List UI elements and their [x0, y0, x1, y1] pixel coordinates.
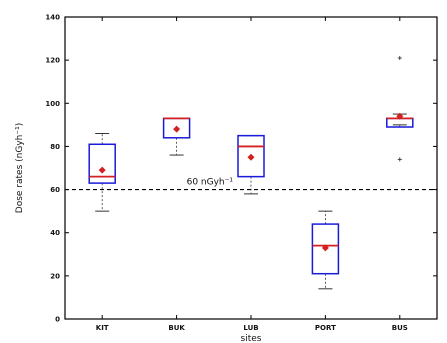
x-tick-label: KIT [96, 324, 109, 332]
y-tick-label: 120 [45, 57, 60, 65]
boxes [88, 55, 414, 290]
reference-line-label: 60 nGyh⁻¹ [187, 178, 234, 188]
box-rect [237, 134, 265, 178]
y-tick-label: 20 [50, 272, 60, 280]
y-tick-label: 0 [55, 316, 60, 324]
x-tick-label: LUB [243, 324, 258, 332]
box-lub [237, 134, 265, 195]
plot-frame [64, 16, 438, 320]
y-axis: 0 20 40 60 80 100 120 140 [45, 14, 437, 324]
x-axis-label: sites [241, 334, 262, 343]
mean-marker [247, 153, 255, 161]
y-tick-label: 60 [50, 186, 60, 194]
box-kit [88, 132, 116, 212]
box-rect [88, 143, 116, 184]
x-tick-label: PORT [315, 324, 336, 332]
box-bus [386, 55, 414, 162]
x-tick-label: BUS [392, 324, 408, 332]
mean-marker [98, 166, 106, 174]
mean-marker [321, 244, 329, 252]
mean-marker [396, 112, 404, 120]
box-rect [311, 223, 340, 275]
y-tick-label: 140 [45, 14, 60, 22]
y-tick-label: 100 [45, 100, 60, 108]
box-buk [162, 117, 191, 156]
y-tick-label: 80 [50, 143, 60, 151]
x-tick-label: BUK [168, 324, 185, 332]
mean-marker [173, 125, 181, 133]
box-port [311, 210, 340, 290]
y-tick-label: 40 [50, 229, 60, 237]
reference-line: 60 nGyh⁻¹ [65, 178, 437, 191]
y-axis-label: Dose rates (nGyh⁻¹) [15, 123, 25, 213]
x-axis: KIT BUK LUB PORT BUS [96, 17, 408, 332]
